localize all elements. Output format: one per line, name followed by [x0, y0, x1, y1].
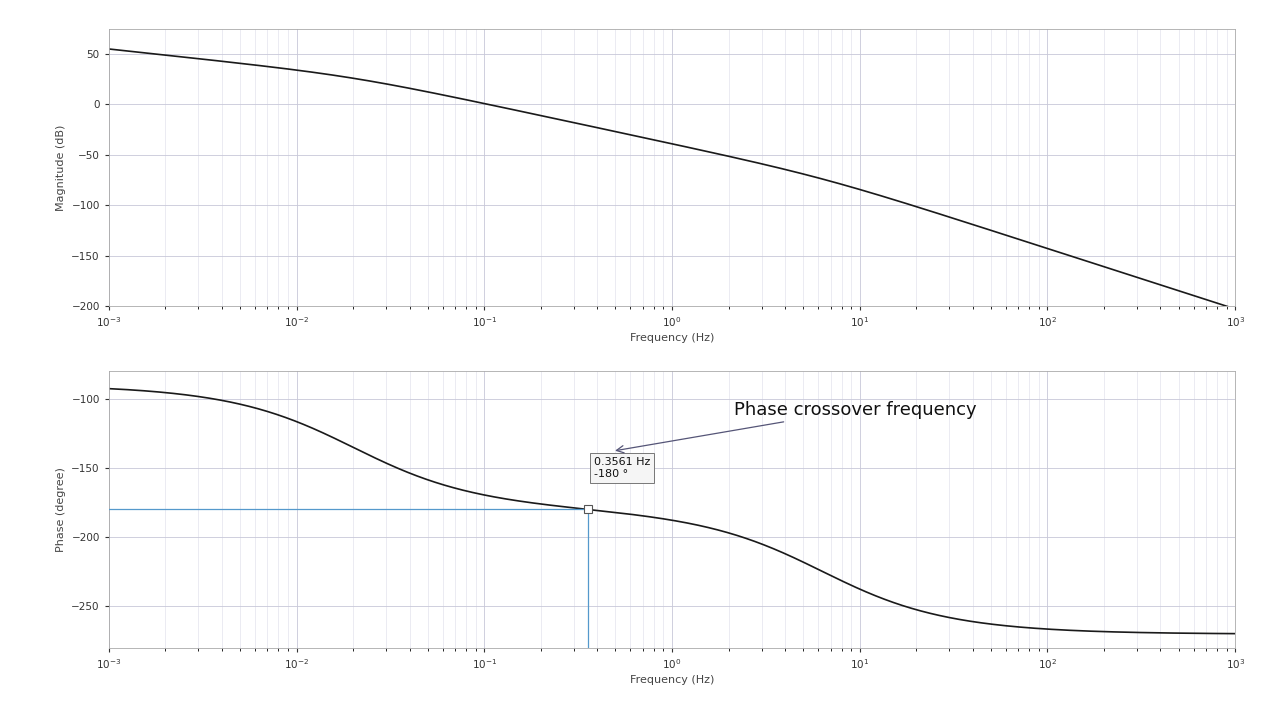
Text: 0.3561 Hz
-180 °: 0.3561 Hz -180 °	[594, 457, 650, 479]
X-axis label: Frequency (Hz): Frequency (Hz)	[630, 675, 714, 685]
Y-axis label: Magnitude (dB): Magnitude (dB)	[56, 125, 65, 210]
Text: Phase crossover frequency: Phase crossover frequency	[617, 400, 977, 453]
Y-axis label: Phase (degree): Phase (degree)	[56, 467, 65, 552]
X-axis label: Frequency (Hz): Frequency (Hz)	[630, 333, 714, 343]
